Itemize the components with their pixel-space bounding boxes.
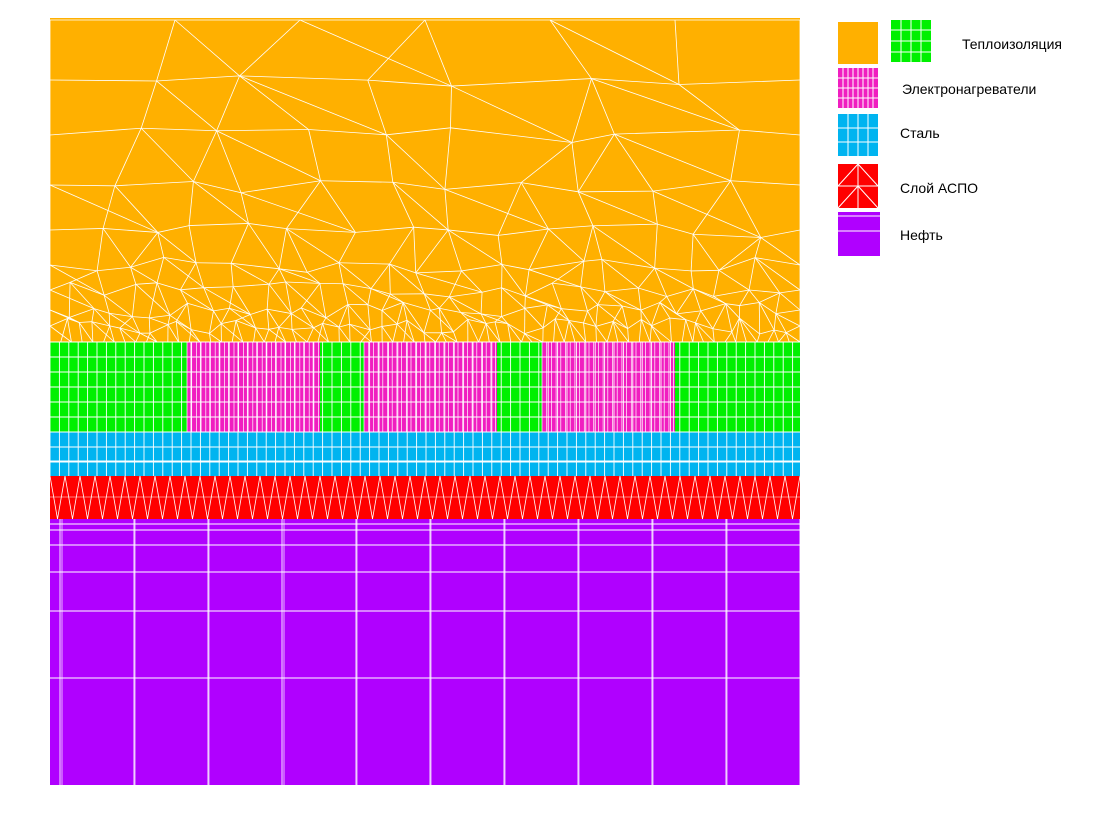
legend-item-aspo: Слой АСПО [837,163,978,209]
legend-item-insulation: Теплоизоляция [838,20,1062,64]
legend-label-insulation: Теплоизоляция [962,36,1062,52]
legend-swatch-steel [838,114,878,156]
legend: Теплоизоляция Электронагреватели [837,20,1062,256]
legend-swatch-insulation-inner [891,20,931,62]
legend-item-oil: Нефть [838,212,943,256]
legend-label-steel: Сталь [900,125,940,141]
layer-aspo [50,476,800,519]
layer-insulation-outer [50,18,800,342]
legend-swatch-aspo [837,163,879,209]
legend-swatch-oil [838,212,880,256]
legend-swatch-heaters [838,68,878,108]
legend-item-heaters: Электронагреватели [838,68,1036,108]
legend-swatch-insulation-outer [838,22,878,64]
layer-steel [50,432,800,476]
legend-item-steel: Сталь [838,114,940,156]
legend-label-heaters: Электронагреватели [902,81,1036,97]
mesh-lines [49,19,801,785]
layer-oil [50,519,800,785]
legend-label-aspo: Слой АСПО [900,180,978,196]
legend-label-oil: Нефть [900,227,943,243]
